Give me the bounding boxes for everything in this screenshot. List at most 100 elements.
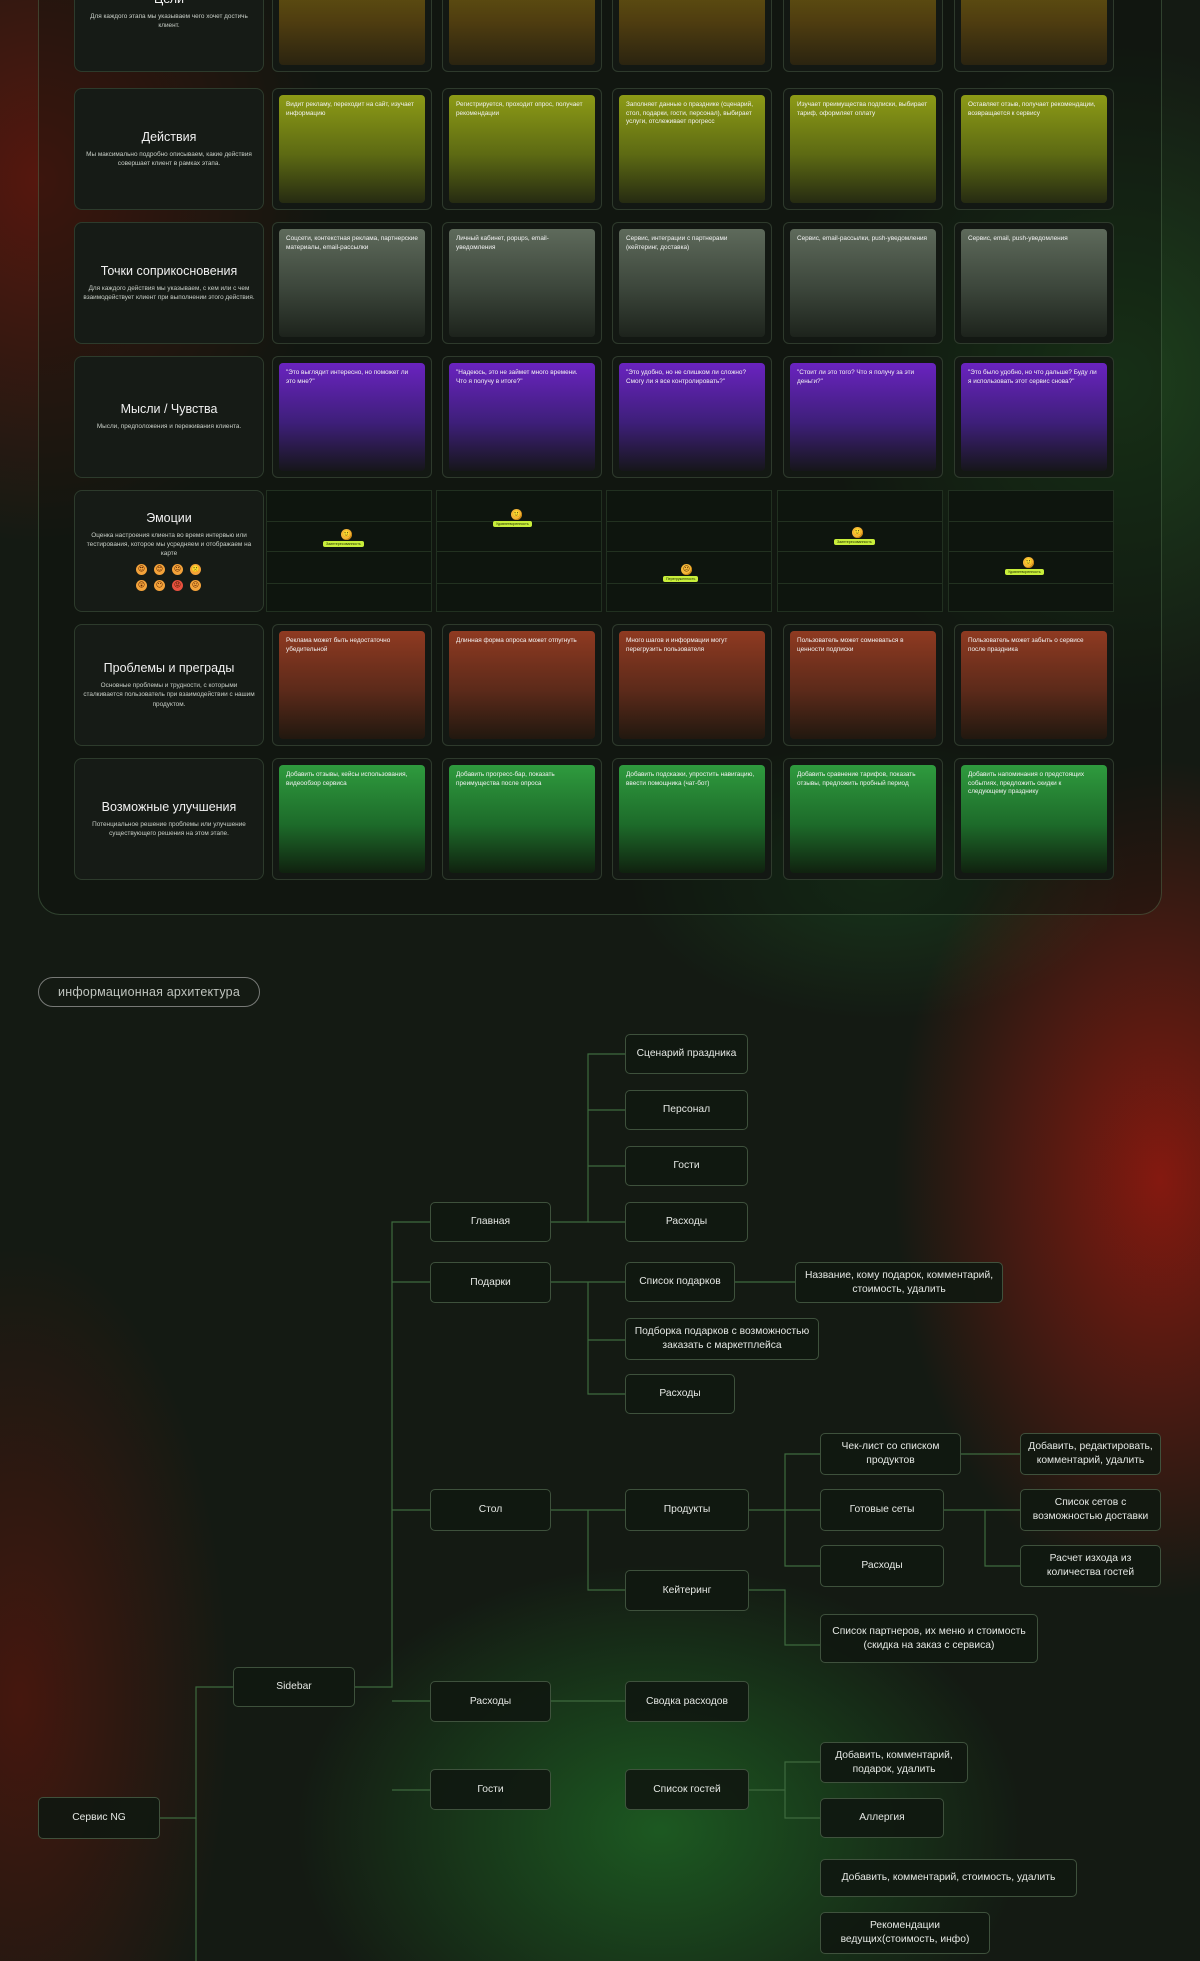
- journey-card-touch: Сервис, email-рассылки, push-уведомления: [790, 229, 936, 337]
- grid-line: [778, 551, 942, 552]
- emotion-cell: 🙂 Заинтересованность: [777, 490, 943, 612]
- journey-cell: [612, 0, 772, 72]
- node-extra-actions[interactable]: Добавить, комментарий, стоимость, удалит…: [820, 1859, 1077, 1897]
- node-sets-delivery[interactable]: Список сетов с возможностью доставки: [1020, 1489, 1161, 1531]
- journey-card-goal: [790, 0, 936, 65]
- grid-line: [267, 551, 431, 552]
- journey-card-goal: [961, 0, 1107, 65]
- journey-cell: [954, 0, 1114, 72]
- journey-cell: "Это удобно, но не слишком ли сложно? См…: [612, 356, 772, 478]
- emotion-label: Перегруженность: [663, 576, 699, 582]
- node-allergy[interactable]: Аллергия: [820, 1798, 944, 1838]
- node-staff[interactable]: Персонал: [625, 1090, 748, 1130]
- emotion-face-icon: 😶: [154, 580, 165, 592]
- row-title: Цели: [154, 0, 184, 6]
- node-product-expenses[interactable]: Расходы: [820, 1545, 944, 1587]
- journey-card-imp: Добавить напоминания о предстоящих событ…: [961, 765, 1107, 873]
- journey-card-touch: Соцсети, контекстная реклама, партнерски…: [279, 229, 425, 337]
- journey-card-touch: Личный кабинет, popups, email-уведомлени…: [449, 229, 595, 337]
- row-description: Для каждого этапа мы указываем чего хоче…: [90, 12, 248, 29]
- emotion-label: Удовлетворенность: [1005, 569, 1044, 575]
- emotion-face-icon: 🙁: [190, 564, 201, 576]
- node-root-service[interactable]: Сервис NG: [38, 1797, 160, 1839]
- node-guest-list[interactable]: Список гостей: [625, 1769, 749, 1810]
- journey-cell: Добавить напоминания о предстоящих событ…: [954, 758, 1114, 880]
- row-label-imp: Возможные улучшения Потенциальное решение…: [74, 758, 264, 880]
- emotion-marker-icon: 🙂: [852, 527, 863, 538]
- node-gift-selection[interactable]: Подборка подарков с возможностью заказат…: [625, 1318, 819, 1360]
- journey-cell: Добавить сравнение тарифов, показать отз…: [783, 758, 943, 880]
- row-title: Мысли / Чувства: [120, 402, 218, 417]
- grid-line: [607, 583, 771, 584]
- emotion-label: Заинтересованность: [323, 541, 364, 547]
- row-title: Действия: [141, 129, 197, 144]
- node-main-expenses[interactable]: Расходы: [625, 1202, 748, 1242]
- grid-line: [267, 521, 431, 522]
- emotion-marker-icon: 🙂: [1023, 557, 1034, 568]
- node-gift-expenses[interactable]: Расходы: [625, 1374, 735, 1414]
- row-title: Проблемы и преграды: [103, 661, 235, 676]
- emotion-label: Удовлетворенность: [493, 521, 532, 527]
- journey-card-act: Заполняет данные о празднике (сценарий, …: [619, 95, 765, 203]
- emotion-face-icon: 😲: [136, 580, 147, 592]
- journey-cell: Пользователь может сомневаться в ценност…: [783, 624, 943, 746]
- journey-cell: Сервис, email, push-уведомления: [954, 222, 1114, 344]
- node-host-recommendations[interactable]: Рекомендации ведущих(стоимость, инфо): [820, 1912, 990, 1954]
- journey-cell: Сервис, интеграции с партнерами (кейтери…: [612, 222, 772, 344]
- grid-line: [437, 583, 601, 584]
- node-main-guests[interactable]: Гости: [625, 1146, 748, 1186]
- journey-cell: [783, 0, 943, 72]
- node-scenario[interactable]: Сценарий праздника: [625, 1034, 748, 1074]
- journey-cell: Длинная форма опроса может отпугнуть: [442, 624, 602, 746]
- grid-line: [949, 551, 1113, 552]
- node-checklist[interactable]: Чек-лист со списком продуктов: [820, 1433, 961, 1475]
- grid-line: [607, 521, 771, 522]
- node-guests[interactable]: Гости: [430, 1769, 551, 1810]
- node-sidebar[interactable]: Sidebar: [233, 1667, 355, 1707]
- journey-card-prob: Длинная форма опроса может отпугнуть: [449, 631, 595, 739]
- row-description: Потенциальное решение проблемы или улучш…: [92, 820, 246, 837]
- journey-cell: [272, 0, 432, 72]
- node-gift-list[interactable]: Список подарков: [625, 1262, 735, 1302]
- grid-line: [778, 583, 942, 584]
- node-ready-sets[interactable]: Готовые сеты: [820, 1489, 944, 1531]
- journey-cell: Пользователь может забыть о сервисе посл…: [954, 624, 1114, 746]
- row-description: Мысли, предположения и переживания клиен…: [96, 423, 242, 431]
- journey-cell: Заполняет данные о празднике (сценарий, …: [612, 88, 772, 210]
- node-expenses[interactable]: Расходы: [430, 1681, 551, 1722]
- journey-card-think: "Надеюсь, это не займет много времени. Ч…: [449, 363, 595, 471]
- journey-card-imp: Добавить отзывы, кейсы использования, ви…: [279, 765, 425, 873]
- node-checklist-actions[interactable]: Добавить, редактировать, комментарий, уд…: [1020, 1433, 1161, 1475]
- journey-cell: Личный кабинет, popups, email-уведомлени…: [442, 222, 602, 344]
- emotion-face-icon: 😡: [172, 580, 183, 592]
- row-label-prob: Проблемы и преграды Основные проблемы и т…: [74, 624, 264, 746]
- journey-cell: Сервис, email-рассылки, push-уведомления: [783, 222, 943, 344]
- row-label-touch: Точки соприкосновения Для каждого действи…: [74, 222, 264, 344]
- journey-row-think: Мысли / Чувства Мысли, предположения и пе…: [74, 356, 1120, 478]
- node-guest-calc[interactable]: Расчет изхода из количества гостей: [1020, 1545, 1161, 1587]
- journey-card-prob: Реклама может быть недостаточно убедител…: [279, 631, 425, 739]
- journey-cell: Реклама может быть недостаточно убедител…: [272, 624, 432, 746]
- journey-card-imp: Добавить прогресс-бар, показать преимуще…: [449, 765, 595, 873]
- journey-card-imp: Добавить сравнение тарифов, показать отз…: [790, 765, 936, 873]
- journey-cell: Оставляет отзыв, получает рекомендации, …: [954, 88, 1114, 210]
- node-products[interactable]: Продукты: [625, 1489, 749, 1531]
- journey-cell: "Это выглядит интересно, но поможет ли э…: [272, 356, 432, 478]
- node-gift-list-actions[interactable]: Название, кому подарок, комментарий, сто…: [795, 1262, 1003, 1303]
- journey-card-prob: Пользователь может сомневаться в ценност…: [790, 631, 936, 739]
- node-catering[interactable]: Кейтеринг: [625, 1570, 749, 1611]
- section-label-pill: информационная архитектура: [38, 977, 260, 1007]
- node-guest-actions[interactable]: Добавить, комментарий, подарок, удалить: [820, 1742, 968, 1783]
- journey-card-goal: [279, 0, 425, 65]
- emotion-face-icon: 😊: [154, 564, 165, 576]
- journey-row-imp: Возможные улучшения Потенциальное решение…: [74, 758, 1120, 880]
- node-gifts[interactable]: Подарки: [430, 1262, 551, 1303]
- row-label-act: Действия Мы максимально подробно описывае…: [74, 88, 264, 210]
- node-main[interactable]: Главная: [430, 1202, 551, 1242]
- node-table[interactable]: Стол: [430, 1489, 551, 1531]
- journey-card-touch: Сервис, интеграции с партнерами (кейтери…: [619, 229, 765, 337]
- node-expense-summary[interactable]: Сводка расходов: [625, 1681, 749, 1722]
- journey-cell: "Стоит ли это того? Что я получу за эти …: [783, 356, 943, 478]
- journey-cell: Добавить прогресс-бар, показать преимуще…: [442, 758, 602, 880]
- node-partners-list[interactable]: Список партнеров, их меню и стоимость (с…: [820, 1614, 1038, 1663]
